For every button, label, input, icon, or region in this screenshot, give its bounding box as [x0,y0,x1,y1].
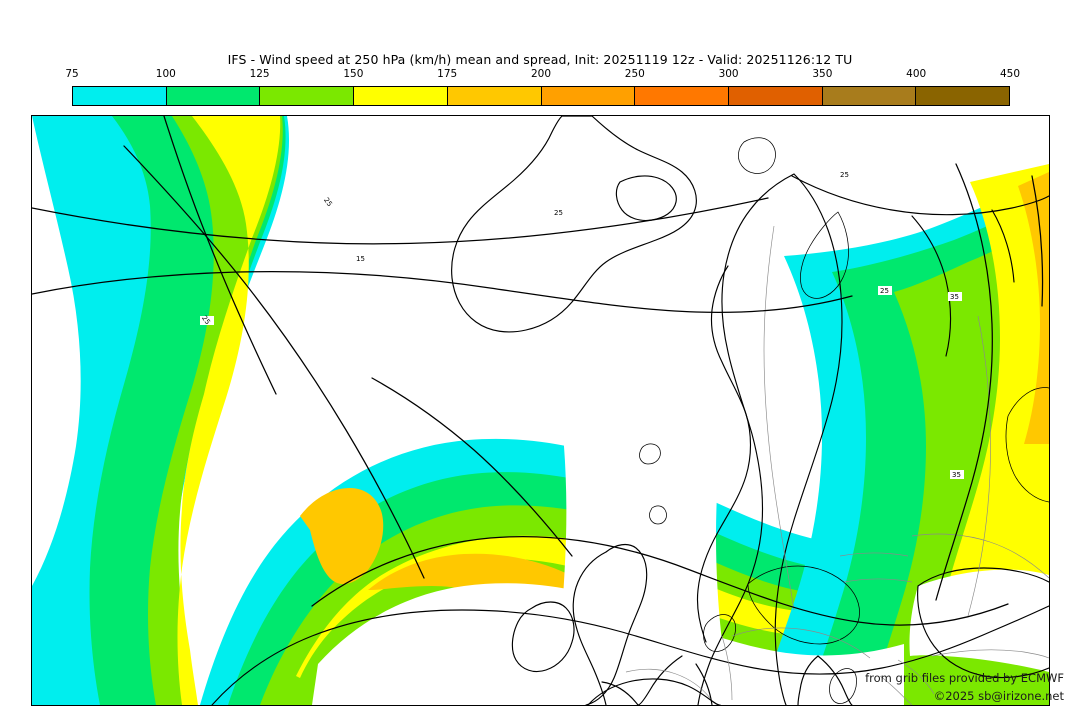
coastline-north-africa [211,605,1049,705]
coastline-iberia [587,678,721,705]
colorbar-segment-175-200 [447,87,542,105]
coastline-svalbard [738,137,776,174]
page-title: IFS - Wind speed at 250 hPa (km/h) mean … [227,52,853,67]
contour-line-25-atlantic [123,145,425,579]
coastline-denmark [703,614,736,652]
contour-line-15 [32,270,853,313]
border-france-germany [721,635,733,701]
coastline-caspian [1005,387,1049,503]
coastline-italy [797,655,853,705]
colorbar-segment-400-450 [916,87,1010,105]
colorbar: 75 100 125 150 175 200 250 300 350 400 450 [65,68,1020,108]
border-nordic [763,225,795,611]
colorbar-tick-100: 100 [155,68,176,80]
map-canvas[interactable]: 25 15 25 35 35 25 25 25 [31,115,1050,706]
colorbar-tick-150: 150 [343,68,364,80]
band-150-175-atlantic [152,116,281,705]
coastline-great-britain [572,543,648,705]
svg-text:15: 15 [356,255,365,263]
colorbar-tick-250: 250 [624,68,645,80]
coastline-black-sea [917,567,1049,679]
credit-source: from grib files provided by ECMWF [865,671,1064,685]
colorbar-segment-200-250 [541,87,636,105]
colorbar-segment-250-300 [635,87,729,105]
border-iberia [625,668,711,699]
coastline-western-europe [601,655,713,705]
colorbar-segment-350-400 [822,87,917,105]
coastline-ireland [511,601,575,673]
contour-line-25-med [311,536,1009,626]
white-med-sea [312,583,904,705]
coastlines [211,116,1049,705]
svg-text:25: 25 [200,314,212,326]
border-russia-east [967,315,991,617]
border-baltic-states [839,552,913,583]
coastline-faroe [639,443,661,465]
svg-text:35: 35 [950,293,959,301]
colorbar-segment-150-175 [354,87,448,105]
country-borders [625,225,1049,705]
coastline-shetland [649,505,667,525]
coastline-kara [911,209,1015,357]
border-balkans [879,659,935,705]
colorbar-tick-350: 350 [812,68,833,80]
colorbar-segment-100-125 [166,87,261,105]
svg-text:25: 25 [840,171,849,179]
colorbar-tick-200: 200 [530,68,552,80]
svg-text:25: 25 [322,196,334,208]
band-125-150-atlantic [118,116,283,705]
coastline-white-sea [800,211,849,299]
white-turkey [909,569,1049,672]
colorbar-segment-300-350 [728,87,823,105]
border-turkey [931,649,1049,659]
svg-text:25: 25 [554,209,563,217]
contour-line-25-north [32,197,769,245]
colorbar-tick-labels: 75 100 125 150 175 200 250 300 350 400 450 [65,68,1020,84]
coastline-russia-arctic [791,175,1049,216]
credit-copyright: ©2025 sb@irizone.net [933,689,1064,703]
colorbar-segment-125-150 [260,87,355,105]
windspeed-shading [32,116,290,705]
contour-line-aux-2 [371,377,573,557]
colorbar-tick-125: 125 [249,68,270,80]
coastline-greenland [451,116,697,333]
contour-line-aux-1 [163,116,277,395]
coastline-norway-fjords [696,265,752,643]
colorbar-tick-75: 75 [65,68,79,80]
contour-line-35-southeast [1031,175,1044,307]
spread-contours: 25 15 25 35 35 25 25 25 [32,116,1044,626]
colorbar-swatches [72,86,1010,106]
map-svg: 25 15 25 35 35 25 25 25 [32,116,1049,705]
border-ukraine [911,533,1049,579]
contour-label-group: 25 15 25 35 35 25 25 25 [200,170,964,479]
colorbar-segment-75-100 [73,87,167,105]
band-150-175-east [950,164,1049,578]
low-value-white-areas [302,116,1049,705]
border-central-europe [731,627,871,659]
band-175-200-med-core2 [300,488,384,585]
coastline-iceland [615,175,677,222]
coastline-corsica [829,668,857,704]
svg-text:25: 25 [880,287,889,295]
svg-text:35: 35 [952,471,961,479]
contour-line-35-east [935,163,993,601]
white-eastern-plain [472,116,673,705]
colorbar-tick-400: 400 [906,68,927,80]
colorbar-tick-450: 450 [999,68,1021,80]
colorbar-tick-300: 300 [718,68,739,80]
colorbar-tick-175: 175 [437,68,458,80]
